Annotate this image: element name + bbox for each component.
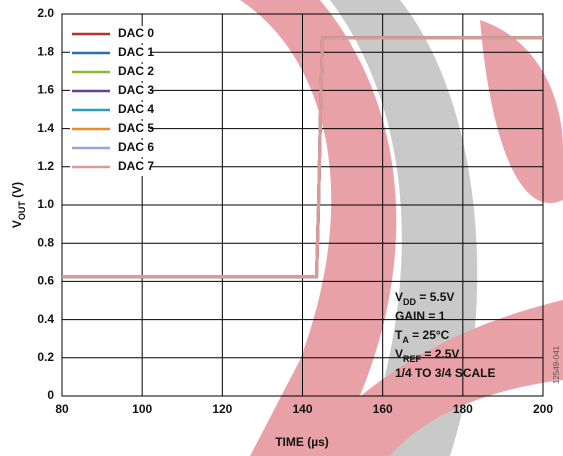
annotation: GAIN = 1: [395, 309, 446, 323]
text-part: V: [395, 347, 403, 361]
annotation: TA = 25°C: [395, 328, 450, 345]
annotation: 1/4 TO 3/4 SCALE: [395, 366, 495, 380]
subscript: REF: [403, 354, 422, 364]
legend-label: DAC 5: [118, 121, 154, 135]
x-tick-label: 100: [132, 402, 152, 416]
y-tick-label: 0.8: [37, 235, 54, 249]
x-tick-label: 180: [453, 402, 473, 416]
text-part: 1/4 TO 3/4 SCALE: [395, 366, 495, 380]
annotation: VREF = 2.5V: [395, 347, 459, 364]
text-part: = 5.5V: [416, 290, 454, 304]
y-tick-label: 1.4: [37, 121, 54, 135]
subscript: OUT: [17, 201, 27, 221]
y-tick-label: 0: [47, 388, 54, 402]
text-part: T: [395, 328, 403, 342]
y-tick-label: 1.6: [37, 83, 54, 97]
figure-id: 12549-041: [552, 345, 561, 384]
text-part: = 2.5V: [421, 347, 459, 361]
legend-label: DAC 0: [118, 26, 154, 40]
y-tick-label: 0.6: [37, 274, 54, 288]
legend-label: DAC 2: [118, 64, 154, 78]
subscript: A: [402, 335, 409, 345]
y-tick-label: 1.0: [37, 197, 54, 211]
y-tick-label: 0.2: [37, 350, 54, 364]
text-part: (V): [10, 182, 24, 201]
y-tick-label: 1.2: [37, 159, 54, 173]
text-part: V: [395, 290, 403, 304]
legend-label: DAC 1: [118, 45, 154, 59]
legend-label: DAC 6: [118, 140, 154, 154]
watermark: [240, 0, 563, 456]
x-tick-label: 160: [373, 402, 393, 416]
legend-label: DAC 7: [118, 159, 154, 173]
x-axis-label: TIME (µs): [275, 435, 329, 449]
y-tick-label: 0.4: [37, 312, 54, 326]
y-tick-label: 2.0: [37, 6, 54, 20]
text-part: V: [10, 220, 24, 228]
annotation: VDD = 5.5V: [395, 290, 454, 307]
subscript: DD: [403, 297, 416, 307]
y-axis-label: VOUT (V): [10, 182, 27, 228]
x-tick-label: 120: [212, 402, 232, 416]
y-tick-label: 1.8: [37, 44, 54, 58]
x-tick-label: 80: [55, 402, 69, 416]
text-part: GAIN = 1: [395, 309, 446, 323]
series-line: [62, 36, 543, 279]
text-part: = 25°C: [409, 328, 450, 342]
x-tick-label: 140: [292, 402, 312, 416]
x-tick-label: 200: [533, 402, 553, 416]
legend-label: DAC 3: [118, 83, 154, 97]
legend-label: DAC 4: [118, 102, 154, 116]
